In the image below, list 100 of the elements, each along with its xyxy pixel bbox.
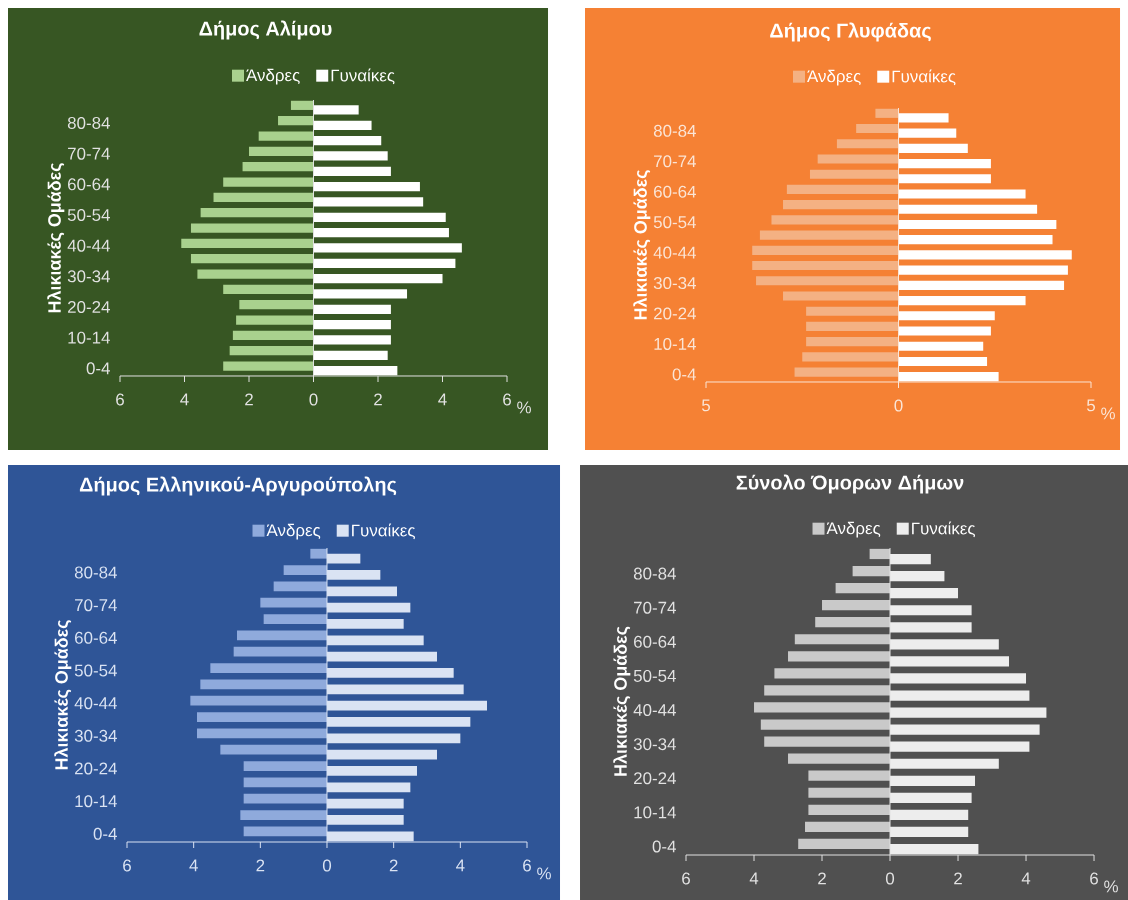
bar [809,169,899,179]
bar [898,372,999,382]
y-tick-label: 80-84 [653,124,696,137]
y-tick-label: 80-84 [74,566,117,579]
y-tick-label: 50-54 [74,664,117,677]
bar [263,614,327,624]
y-tick-label: 10-14 [75,795,117,808]
bar [808,787,891,798]
legend-label: Άνδρες [246,68,300,85]
bar [313,320,391,330]
x-tick-label: 4 [438,393,447,406]
bar [220,744,327,755]
y-tick-label: 50-54 [653,216,696,229]
bar [898,219,1057,230]
bar [258,131,314,141]
legend-label: Γυναίκες [331,68,395,85]
y-tick-label: 20-24 [634,772,676,785]
bar [786,184,899,194]
bar [852,565,891,577]
bar [898,326,991,336]
legend-label: Άνδρες [266,523,321,540]
legend-label: Άνδρες [807,69,861,86]
bar [278,116,314,126]
bar [898,250,1072,260]
bar [313,136,382,146]
bar [898,128,957,138]
y-tick-label: 20-24 [75,762,117,775]
bar [756,276,899,286]
bar [313,366,398,376]
bar [817,154,899,164]
y-tick-label: 40-44 [653,246,696,259]
bar [223,177,314,187]
bar [898,341,984,351]
x-tick-label: 0 [885,872,895,885]
x-tick-label: 0 [322,859,332,872]
y-tick-label: 30-34 [633,738,676,751]
y-tick-label: 60-64 [634,635,676,648]
y-tick-label: 0-4 [652,840,676,853]
bar [223,284,314,294]
bar [788,651,891,662]
bar [313,212,446,222]
bar [794,634,891,645]
bar [200,679,327,690]
x-tick-label: 4 [1021,872,1031,885]
bar [788,753,891,764]
bar [190,223,314,233]
bar [898,143,968,153]
bar [806,321,899,331]
y-tick-label: 70-74 [654,155,696,168]
bar [898,280,1065,290]
bar [190,254,314,264]
y-tick-label: 70-74 [75,599,117,612]
bar [836,139,899,149]
bar [802,352,899,362]
bar [313,258,456,268]
bar [313,120,372,130]
bar [805,821,891,832]
y-tick-label: 10-14 [634,806,676,819]
y-tick-label: 30-34 [653,277,696,290]
bar [242,162,314,172]
bar [835,582,891,594]
bar [273,581,327,592]
chart-title: Σύνολο Όμορων Δήμων [736,474,964,494]
bar [229,346,314,356]
bar [898,356,988,367]
y-tick-label: 70-74 [634,601,676,614]
bar [752,245,899,255]
bar [260,597,327,608]
x-tick-label: 2 [256,859,265,872]
bar [313,335,391,345]
bar [313,274,443,284]
y-tick-label: 0-4 [672,368,696,381]
x-tick-label: 6 [123,859,131,872]
x-tick-label: 4 [456,859,465,872]
bar [806,306,899,316]
y-tick-label: 10-14 [654,337,696,350]
bar [808,804,891,815]
y-tick-label: 10-14 [68,331,110,344]
chart-title: Δήμος Ελληνικού-Αργυρούπολης [79,476,397,496]
bar [313,197,424,207]
chart-title: Δήμος Γλυφάδας [770,22,931,42]
bar [233,646,327,657]
bar [310,548,327,559]
y-axis-title: Ηλικιακές Ομάδες [633,170,651,320]
bar [313,304,391,314]
bar [875,108,899,118]
x-axis-title: % [1104,880,1118,893]
bar [237,630,327,641]
legend-label: Άνδρες [826,521,881,538]
bar [210,663,327,673]
x-tick-label: 0 [894,399,903,412]
bar [898,204,1038,214]
bar [771,215,899,225]
bar [764,685,891,696]
bar [869,548,891,560]
bar [808,770,891,781]
bar [197,269,314,279]
bar [236,315,314,325]
y-axis-title: Ηλικιακές Ομάδες [54,620,72,770]
bar [898,311,995,321]
